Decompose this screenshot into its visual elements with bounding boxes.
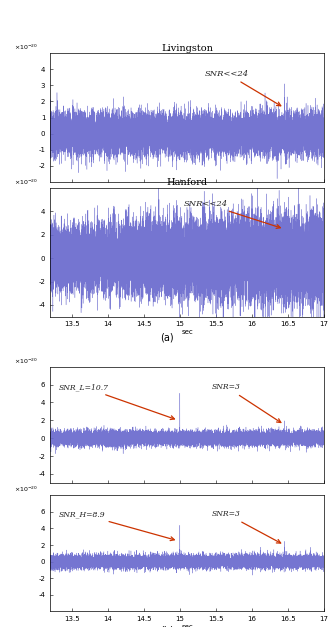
Text: SNR_L=10.7: SNR_L=10.7 bbox=[59, 383, 174, 419]
Text: SNR<<24: SNR<<24 bbox=[205, 70, 281, 106]
Text: SNR_H=8.9: SNR_H=8.9 bbox=[59, 510, 174, 540]
Text: $\times 10^{-20}$: $\times 10^{-20}$ bbox=[14, 356, 39, 366]
X-axis label: sec: sec bbox=[181, 329, 193, 335]
Title: Hanford: Hanford bbox=[166, 178, 208, 187]
X-axis label: sec: sec bbox=[181, 624, 193, 627]
Title: Livingston: Livingston bbox=[161, 43, 213, 53]
Text: $\times 10^{-20}$: $\times 10^{-20}$ bbox=[14, 485, 39, 494]
Text: SNR=3: SNR=3 bbox=[212, 383, 281, 423]
Text: (a): (a) bbox=[160, 332, 174, 342]
Text: $\times 10^{-20}$: $\times 10^{-20}$ bbox=[14, 177, 39, 187]
Text: SNR<<24: SNR<<24 bbox=[183, 199, 280, 228]
Text: $\times 10^{-20}$: $\times 10^{-20}$ bbox=[14, 43, 39, 52]
Text: (b): (b) bbox=[160, 625, 174, 627]
Text: SNR=3: SNR=3 bbox=[212, 510, 281, 543]
